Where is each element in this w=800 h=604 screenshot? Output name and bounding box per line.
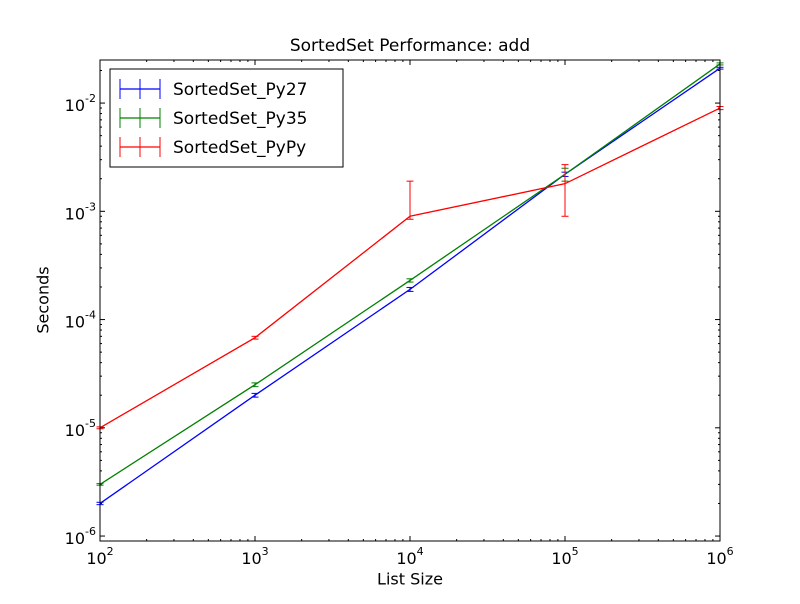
tick-base: 10 (241, 549, 261, 568)
tick-label: 10-2 (65, 92, 96, 115)
tick-exponent: -3 (85, 200, 96, 213)
legend-label: SortedSet_Py27 (173, 80, 307, 100)
plot-frame (99, 59, 721, 542)
tick-exponent: 3 (262, 545, 269, 558)
tick-exponent: 5 (572, 545, 579, 558)
tick-label: 106 (706, 545, 733, 568)
tick-base: 10 (65, 312, 85, 331)
tick-exponent: 2 (107, 545, 114, 558)
tick-base: 10 (396, 549, 416, 568)
tick-base: 10 (65, 420, 85, 439)
legend-label: SortedSet_PyPy (173, 138, 306, 158)
tick-label: 10-4 (65, 309, 96, 332)
tick-base: 10 (706, 549, 726, 568)
tick-label: 10-3 (65, 200, 96, 223)
tick-base: 10 (65, 96, 85, 115)
legend-label: SortedSet_Py35 (173, 109, 307, 129)
tick-exponent: 6 (727, 545, 734, 558)
tick-base: 10 (551, 549, 571, 568)
tick-base: 10 (86, 549, 106, 568)
tick-label: 104 (396, 545, 423, 568)
tick-label: 10-5 (65, 417, 96, 440)
y-axis-label: Seconds (34, 266, 53, 333)
tick-exponent: 4 (417, 545, 424, 558)
tick-base: 10 (65, 529, 85, 548)
tick-base: 10 (65, 204, 85, 223)
tick-label: 10-6 (65, 525, 96, 548)
tick-label: 105 (551, 545, 578, 568)
tick-exponent: -4 (85, 309, 96, 322)
tick-label: 102 (86, 545, 113, 568)
tick-exponent: -5 (85, 417, 96, 430)
x-axis-label: List Size (377, 570, 443, 589)
tick-label: 103 (241, 545, 268, 568)
chart-title: SortedSet Performance: add (290, 36, 530, 56)
tick-exponent: -6 (85, 525, 96, 538)
tick-exponent: -2 (85, 92, 96, 105)
